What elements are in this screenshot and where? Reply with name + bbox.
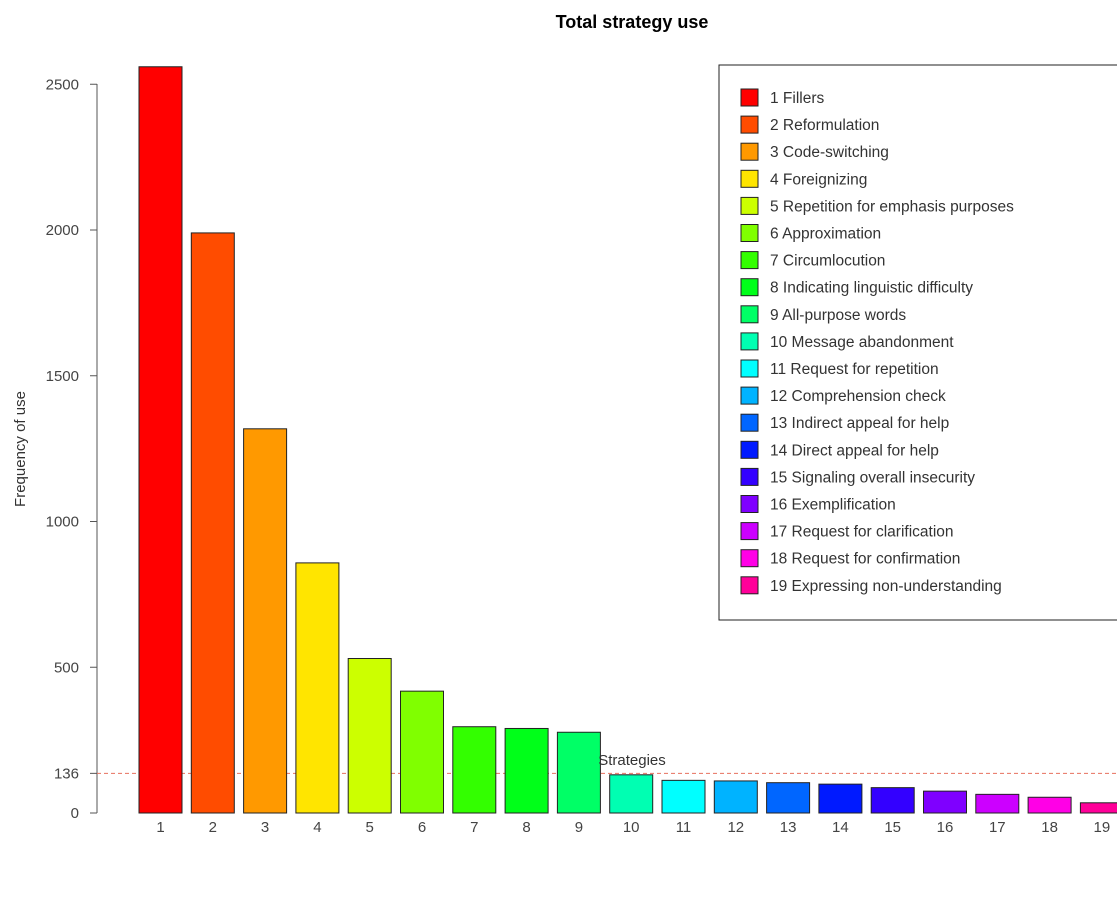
x-tick-label: 18	[1041, 819, 1058, 836]
bar-strategy-3	[243, 428, 288, 814]
legend-box	[718, 64, 1117, 621]
x-tick-label: 19	[1094, 819, 1111, 836]
x-tick-label: 12	[727, 819, 744, 836]
x-tick-label: 7	[470, 819, 478, 836]
bar-strategy-17	[975, 793, 1020, 814]
legend-swatch	[740, 549, 759, 568]
x-tick-label: 1	[156, 819, 164, 836]
y-tick-label: 1000	[46, 514, 79, 531]
bar-strategy-7	[452, 726, 497, 814]
legend-swatch	[740, 522, 759, 541]
y-tick-label: 0	[71, 805, 79, 822]
legend-swatch	[740, 251, 759, 270]
legend: 1 Fillers 2 Reformulation 3 Code-switching…	[718, 64, 1117, 621]
bar-strategy-6	[400, 690, 444, 814]
legend-swatch	[740, 576, 759, 595]
legend-entry: 3 Code-switching	[770, 144, 889, 161]
x-tick-label: 6	[418, 819, 426, 836]
bar-strategy-9	[556, 731, 601, 814]
y-tick-label: 2000	[46, 222, 79, 239]
legend-swatch	[740, 386, 759, 405]
legend-entry: 7 Circumlocution	[770, 253, 885, 270]
legend-swatch	[740, 142, 759, 161]
legend-entry: 11 Request for repetition	[770, 361, 939, 378]
legend-entry: 10 Message abandonment	[770, 334, 954, 351]
x-tick-label: 10	[623, 819, 640, 836]
bar-strategy-16	[923, 790, 967, 814]
bar-strategy-19	[1079, 802, 1117, 814]
legend-entry: 14 Direct appeal for help	[770, 442, 939, 459]
x-tick-label: 2	[209, 819, 217, 836]
legend-entry: 19 Expressing non-understanding	[770, 578, 1002, 595]
bar-strategy-18	[1027, 796, 1072, 814]
y-tick-label: 500	[54, 659, 79, 676]
legend-swatch	[740, 305, 759, 324]
legend-entry: 16 Exemplification	[770, 497, 896, 514]
chart-title: Total strategy use	[556, 12, 709, 32]
bar-strategy-12	[713, 780, 758, 814]
bar-strategy-14	[818, 783, 863, 814]
legend-swatch	[740, 332, 759, 351]
legend-entry: 6 Approximation	[770, 226, 881, 243]
x-tick-label: 15	[884, 819, 901, 836]
legend-swatch	[740, 224, 759, 242]
bar-strategy-5	[347, 658, 392, 814]
x-tick-label: 13	[780, 819, 797, 836]
bar-strategy-11	[661, 779, 706, 814]
bar-strategy-10	[609, 774, 654, 814]
legend-entry: 2 Reformulation	[770, 117, 879, 134]
x-tick-label: 4	[313, 819, 321, 836]
x-tick-label: 16	[937, 819, 954, 836]
bar-strategy-4	[295, 562, 340, 814]
bars	[138, 66, 1117, 814]
y-tick-label: 1500	[46, 368, 79, 385]
x-tick-label: 5	[366, 819, 374, 836]
x-tick-label: 9	[575, 819, 583, 836]
legend-entry: 15 Signaling overall insecurity	[770, 469, 975, 486]
x-tick-label: 11	[676, 819, 692, 836]
legend-swatch	[740, 467, 759, 486]
legend-entry: 9 All-purpose words	[770, 307, 906, 324]
legend-swatch	[740, 440, 759, 459]
legend-entry: 8 Indicating linguistic difficulty	[770, 280, 973, 297]
bar-strategy-8	[504, 727, 549, 814]
y-tick-label: 136	[54, 765, 79, 782]
legend-entry: 4 Foreignizing	[770, 171, 867, 188]
legend-swatch	[740, 359, 759, 378]
x-tick-label: 14	[832, 819, 849, 836]
x-axis-label: Strategies	[598, 752, 666, 769]
legend-entry: 1 Fillers	[770, 90, 825, 107]
bar-strategy-1	[138, 66, 183, 814]
legend-swatch	[740, 196, 759, 215]
legend-entry: 18 Request for confirmation	[770, 551, 960, 568]
legend-entry: 17 Request for clarification	[770, 524, 954, 541]
y-axis-label: Frequency of use	[12, 391, 29, 507]
legend-swatch	[740, 88, 759, 107]
bar-strategy-13	[766, 782, 811, 814]
bar-strategy-2	[190, 232, 235, 814]
legend-swatch	[740, 413, 759, 432]
legend-entry: 5 Repetition for emphasis purposes	[770, 198, 1014, 215]
legend-swatch	[740, 495, 759, 513]
x-tick-label: 8	[522, 819, 530, 836]
y-axis: 0 136 500 1000 1500 2000 2500	[46, 76, 97, 822]
legend-entry: 12 Comprehension check	[770, 388, 946, 405]
x-tick-labels: 1 2 3 4 5 6 7 8 9 10 11 12 13 14 15 16 17 18 19	[156, 819, 1110, 836]
x-tick-label: 3	[261, 819, 269, 836]
x-tick-label: 17	[989, 819, 1006, 836]
legend-entry: 13 Indirect appeal for help	[770, 415, 949, 432]
legend-swatch	[740, 278, 759, 297]
y-tick-label: 2500	[46, 76, 79, 93]
legend-swatch	[740, 115, 759, 134]
legend-swatch	[740, 169, 759, 188]
bar-strategy-15	[870, 787, 915, 814]
